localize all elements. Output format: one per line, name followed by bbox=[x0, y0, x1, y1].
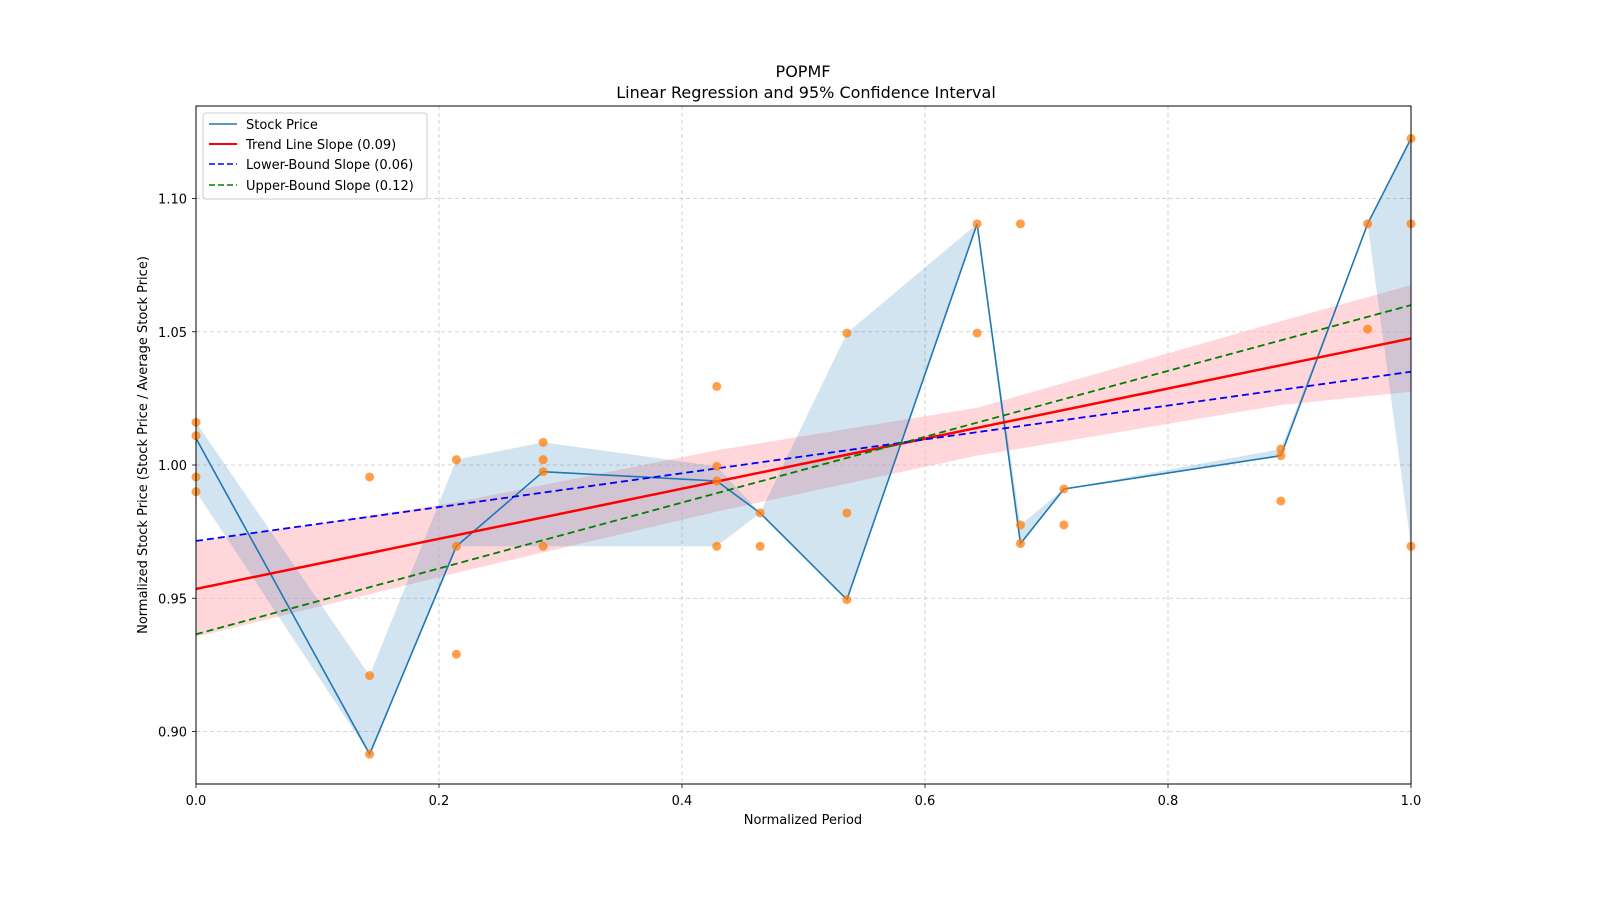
y-tick-label: 1.05 bbox=[158, 326, 187, 341]
scatter-point bbox=[712, 461, 722, 471]
scatter-point bbox=[972, 219, 982, 229]
scatter-point bbox=[842, 328, 852, 338]
scatter-point bbox=[1276, 444, 1286, 454]
scatter-point bbox=[1363, 219, 1373, 229]
scatter-point bbox=[365, 671, 375, 681]
scatter-point bbox=[755, 541, 765, 551]
plot-frame bbox=[195, 105, 1412, 785]
x-tick-label: 0.2 bbox=[429, 794, 450, 809]
x-tick-label: 0.8 bbox=[1158, 794, 1179, 809]
scatter-point bbox=[972, 328, 982, 338]
chart-title: POPMF bbox=[776, 62, 831, 81]
y-tick-label: 1.10 bbox=[158, 193, 187, 208]
x-tick-label: 1.0 bbox=[1401, 794, 1422, 809]
legend-label-upper-bound: Upper-Bound Slope (0.12) bbox=[246, 179, 414, 194]
y-tick-label: 0.95 bbox=[158, 592, 187, 607]
legend-label-lower-bound: Lower-Bound Slope (0.06) bbox=[246, 158, 413, 173]
y-tick-label: 0.90 bbox=[158, 726, 187, 741]
legend-label-trend-line: Trend Line Slope (0.09) bbox=[245, 138, 396, 153]
y-axis-ticks: 0.90 0.95 1.00 1.05 1.10 bbox=[158, 193, 196, 741]
scatter-point bbox=[538, 437, 548, 447]
x-tick-label: 0.4 bbox=[672, 794, 693, 809]
scatter-point bbox=[1015, 219, 1025, 229]
scatter-point bbox=[842, 508, 852, 518]
scatter-point bbox=[538, 467, 548, 477]
scatter-point bbox=[365, 472, 375, 482]
chart-subtitle: Linear Regression and 95% Confidence Int… bbox=[616, 83, 996, 102]
scatter-point bbox=[755, 508, 765, 518]
x-axis-ticks: 0.0 0.2 0.4 0.6 0.8 1.0 bbox=[186, 784, 1422, 809]
trend-ci-band bbox=[196, 285, 1411, 637]
scatter-point bbox=[365, 749, 375, 759]
x-tick-label: 0.6 bbox=[915, 794, 936, 809]
scatter-point bbox=[1015, 539, 1025, 549]
scatter-point bbox=[538, 541, 548, 551]
scatter-point bbox=[538, 455, 548, 465]
legend-box bbox=[202, 112, 428, 200]
scatter-point bbox=[712, 541, 722, 551]
scatter-point bbox=[1276, 451, 1286, 461]
stock-price-band bbox=[196, 138, 1411, 755]
scatter-point bbox=[1015, 520, 1025, 530]
legend: Stock Price Trend Line Slope (0.09) Lowe… bbox=[202, 112, 428, 200]
scatter-point bbox=[1363, 324, 1373, 334]
scatter-point bbox=[451, 649, 461, 659]
scatter-point bbox=[712, 476, 722, 486]
x-tick-label: 0.0 bbox=[186, 794, 207, 809]
trend-line bbox=[195, 337, 1412, 591]
lower-bound-line bbox=[195, 370, 1412, 542]
scatter-point bbox=[451, 541, 461, 551]
scatter-point bbox=[712, 381, 722, 391]
x-axis-label: Normalized Period bbox=[744, 813, 862, 828]
scatter-points bbox=[191, 134, 1416, 759]
scatter-point bbox=[1059, 520, 1069, 530]
y-axis-label: Normalized Stock Price (Stock Price / Av… bbox=[136, 256, 151, 634]
trend-confidence-band bbox=[196, 285, 1411, 637]
scatter-point bbox=[1059, 484, 1069, 494]
scatter-point bbox=[1276, 496, 1286, 506]
legend-label-stock-price: Stock Price bbox=[246, 118, 318, 133]
upper-bound-line bbox=[195, 304, 1412, 636]
scatter-point bbox=[451, 455, 461, 465]
y-tick-label: 1.00 bbox=[158, 459, 187, 474]
stock-price-range-band bbox=[196, 138, 1411, 755]
scatter-point bbox=[842, 595, 852, 605]
